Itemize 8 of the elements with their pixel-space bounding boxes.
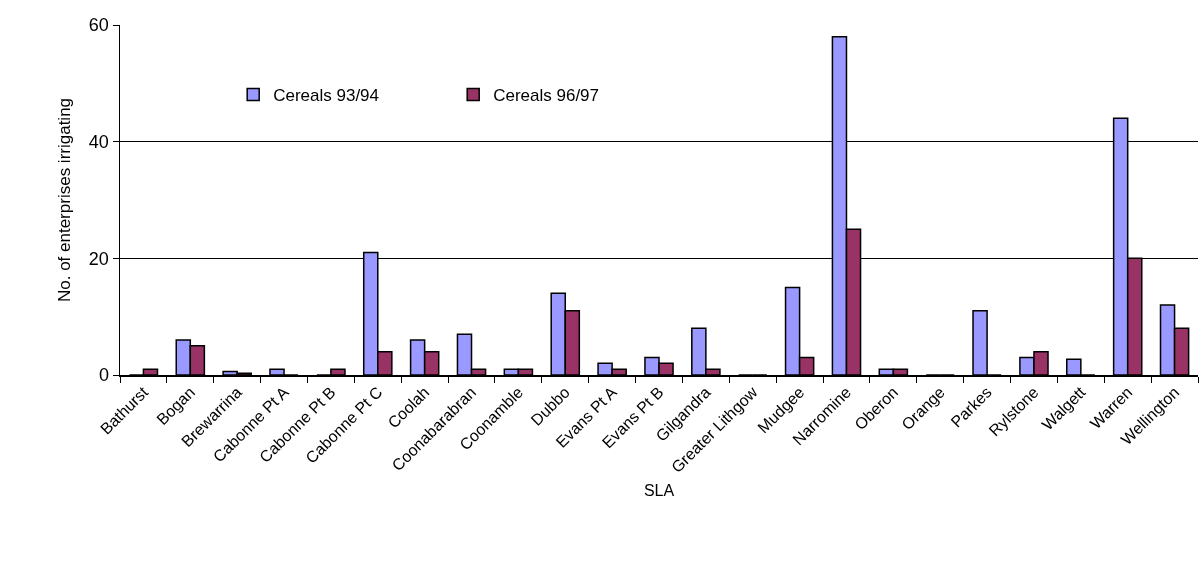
y-tick-label: 20 <box>88 248 109 269</box>
y-axis-title: No. of enterprises irrigating <box>54 97 74 303</box>
x-axis-title: SLA <box>643 482 675 500</box>
y-tick-label: 40 <box>88 131 109 152</box>
legend-label: Cereals 93/94 <box>273 86 380 106</box>
y-tick-label: 0 <box>98 365 109 386</box>
legend-label: Cereals 96/97 <box>493 86 600 106</box>
y-tick-label: 60 <box>88 15 109 36</box>
